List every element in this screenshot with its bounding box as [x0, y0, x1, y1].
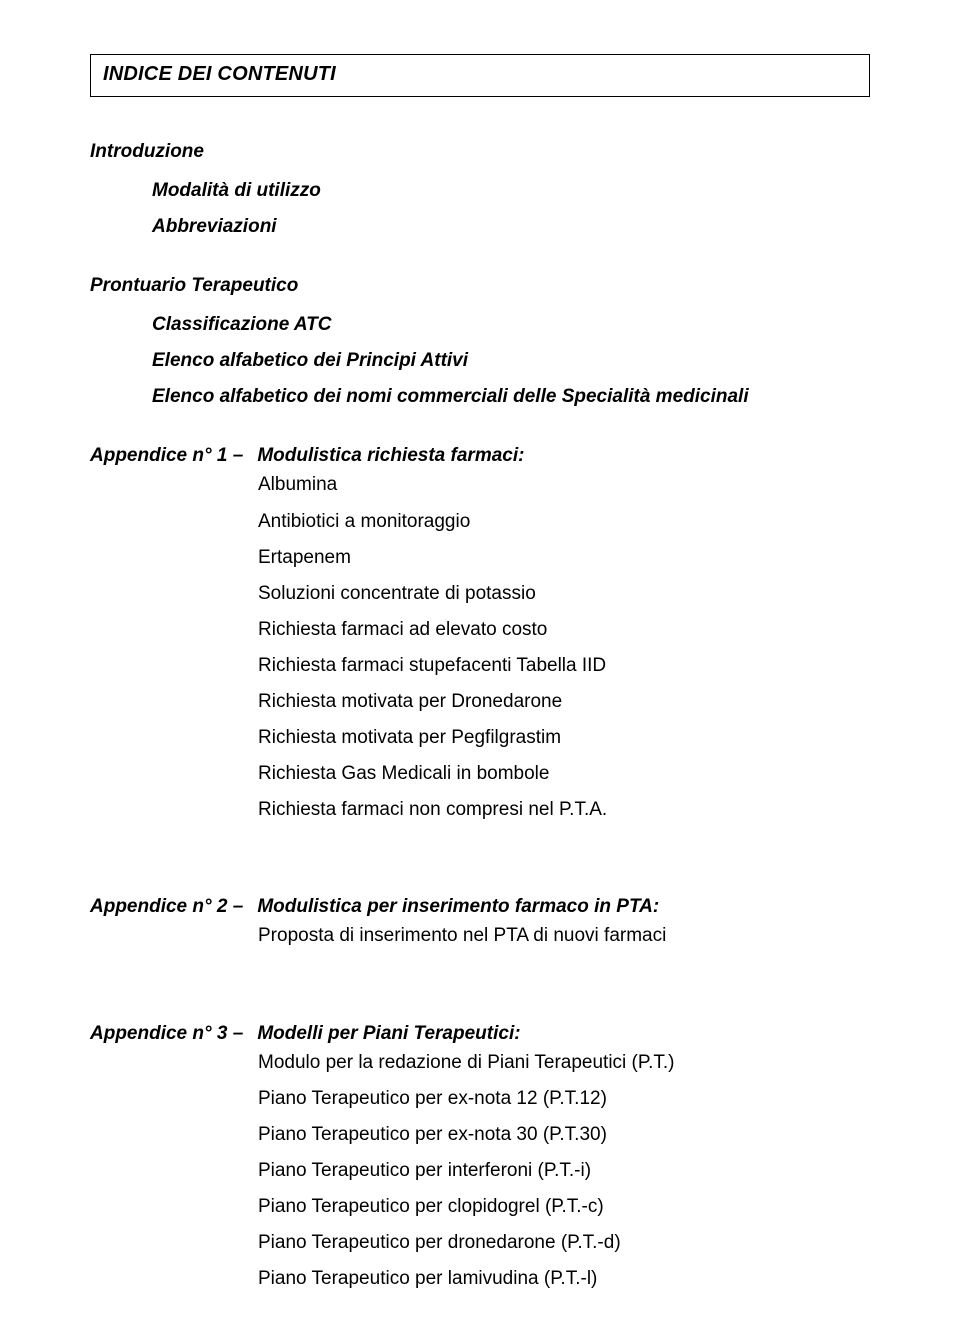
section-introduzione: Introduzione Modalità di utilizzo Abbrev… — [90, 141, 870, 245]
appendix-1-item: Richiesta farmaci ad elevato costo — [258, 612, 870, 648]
appendix-3-item: Piano Terapeutico per ex-nota 30 (P.T.30… — [258, 1117, 870, 1153]
prontuario-item: Classificazione ATC — [152, 307, 870, 343]
appendix-1-label: Appendice n° 1 – — [90, 445, 243, 467]
prontuario-item: Elenco alfabetico dei nomi commerciali d… — [152, 379, 870, 415]
appendix-1-item: Richiesta farmaci stupefacenti Tabella I… — [258, 648, 870, 684]
heading-prontuario: Prontuario Terapeutico — [90, 275, 870, 297]
appendix-3-label: Appendice n° 3 – — [90, 1023, 243, 1045]
appendix-1-item: Ertapenem — [258, 540, 870, 576]
appendix-1-item: Richiesta farmaci non compresi nel P.T.A… — [258, 792, 870, 828]
prontuario-item: Elenco alfabetico dei Principi Attivi — [152, 343, 870, 379]
heading-introduzione: Introduzione — [90, 141, 870, 163]
section-prontuario: Prontuario Terapeutico Classificazione A… — [90, 275, 870, 415]
appendix-1-title: Modulistica richiesta farmaci: — [257, 445, 524, 467]
appendix-3-item: Piano Terapeutico per interferoni (P.T.-… — [258, 1153, 870, 1189]
appendix-2-title: Modulistica per inserimento farmaco in P… — [257, 896, 659, 918]
appendix-1-item: Albumina — [258, 467, 870, 503]
section-appendice-2: Appendice n° 2 – Modulistica per inserim… — [90, 896, 870, 954]
appendix-1-item: Soluzioni concentrate di potassio — [258, 576, 870, 612]
appendix-3-item: Piano Terapeutico per clopidogrel (P.T.-… — [258, 1189, 870, 1225]
appendix-3-item: Modulo per la redazione di Piani Terapeu… — [258, 1045, 870, 1081]
appendix-3-item: Piano Terapeutico per ex-nota 12 (P.T.12… — [258, 1081, 870, 1117]
intro-item: Abbreviazioni — [152, 209, 870, 245]
appendix-3-title: Modelli per Piani Terapeutici: — [257, 1023, 520, 1045]
appendix-2-label: Appendice n° 2 – — [90, 896, 243, 918]
section-appendice-3: Appendice n° 3 – Modelli per Piani Terap… — [90, 1023, 870, 1298]
appendix-1-item: Antibiotici a monitoraggio — [258, 504, 870, 540]
title-text: INDICE DEI CONTENUTI — [103, 63, 336, 85]
title-box: INDICE DEI CONTENUTI — [90, 54, 870, 97]
appendix-1-item: Richiesta Gas Medicali in bombole — [258, 756, 870, 792]
section-appendice-1: Appendice n° 1 – Modulistica richiesta f… — [90, 445, 870, 828]
appendix-1-item: Richiesta motivata per Dronedarone — [258, 684, 870, 720]
appendix-3-item: Piano Terapeutico per lamivudina (P.T.-l… — [258, 1261, 870, 1297]
appendix-2-item: Proposta di inserimento nel PTA di nuovi… — [258, 918, 870, 954]
appendix-3-item: Piano Terapeutico per dronedarone (P.T.-… — [258, 1225, 870, 1261]
appendix-1-item: Richiesta motivata per Pegfilgrastim — [258, 720, 870, 756]
intro-item: Modalità di utilizzo — [152, 173, 870, 209]
